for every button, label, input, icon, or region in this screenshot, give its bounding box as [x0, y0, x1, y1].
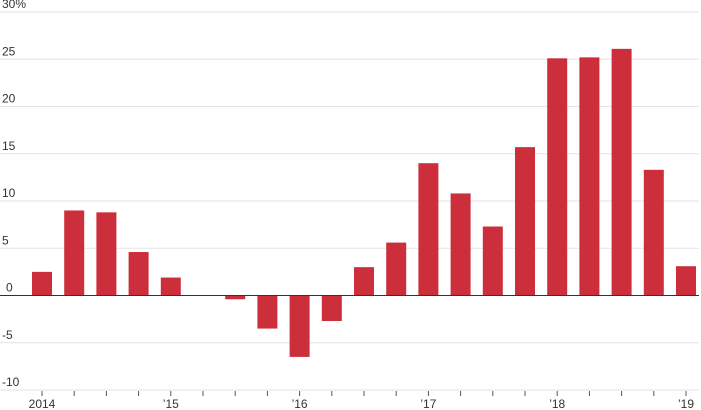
bar — [160, 277, 181, 296]
y-tick-label: 5 — [2, 233, 9, 247]
x-tick-label: ’17 — [420, 397, 436, 410]
y-tick-label: 15 — [2, 139, 16, 153]
bar — [547, 58, 568, 296]
bar — [354, 267, 374, 296]
bars — [32, 48, 696, 357]
x-tick-label: ’16 — [292, 397, 308, 410]
bar — [321, 295, 342, 322]
bar — [257, 295, 278, 329]
bar — [515, 147, 535, 296]
x-tick-label: 2014 — [29, 397, 56, 410]
y-tick-label: 25 — [2, 44, 16, 58]
bar — [418, 163, 439, 296]
bar — [128, 252, 149, 296]
bar — [386, 242, 407, 296]
bar — [64, 210, 85, 296]
y-tick-label: 0 — [6, 281, 13, 295]
bar — [643, 169, 664, 296]
bar — [482, 226, 503, 296]
bar — [450, 193, 471, 296]
bar — [96, 212, 117, 296]
axes — [0, 295, 699, 396]
bar — [611, 48, 632, 296]
x-tick-label: ’15 — [163, 397, 179, 410]
bar — [289, 295, 310, 357]
y-tick-label: 30% — [2, 0, 26, 11]
bar — [676, 266, 696, 296]
y-tick-label: 20 — [2, 92, 16, 106]
y-tick-label: 10 — [2, 186, 16, 200]
bar — [225, 295, 246, 300]
x-tick-label: ’18 — [549, 397, 565, 410]
bar — [32, 271, 52, 296]
y-tick-label: -5 — [2, 328, 13, 342]
y-tick-label: -10 — [2, 375, 20, 389]
gridlines — [0, 11, 699, 391]
x-tick-label: ’19 — [678, 397, 694, 410]
bar — [579, 57, 600, 296]
